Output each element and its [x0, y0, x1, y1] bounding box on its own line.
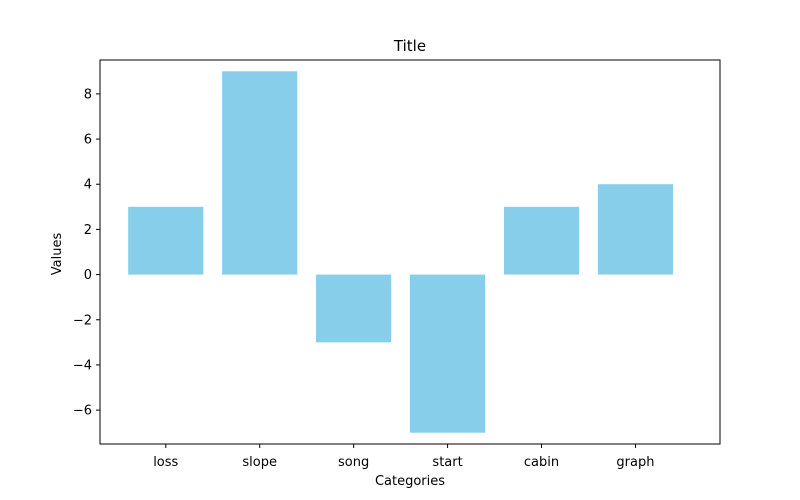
- x-tick-label: song: [338, 455, 369, 470]
- y-tick-label: 6: [84, 133, 92, 148]
- y-tick-label: −4: [73, 358, 92, 373]
- y-tick-label: 4: [84, 178, 92, 193]
- x-axis-ticks: loss slope song start cabin graph: [153, 444, 654, 470]
- plot-frame: [99, 59, 721, 445]
- x-tick-label: loss: [153, 455, 178, 470]
- bars-group: [128, 71, 674, 433]
- bar-graph: [597, 184, 674, 275]
- bar-cabin: [503, 206, 580, 275]
- y-axis-ticks: −6 −4 −2 0 2 4 6 8: [73, 87, 100, 419]
- y-tick-label: −6: [73, 404, 92, 419]
- y-tick-label: 8: [84, 87, 92, 102]
- x-tick-label: start: [432, 455, 462, 470]
- bar-start: [410, 274, 486, 433]
- x-tick-label: graph: [616, 455, 654, 470]
- y-tick-label: −2: [73, 313, 92, 328]
- x-tick-label: slope: [242, 455, 277, 470]
- chart-title: Title: [393, 37, 426, 55]
- y-axis-label: Values: [50, 233, 65, 276]
- bar-slope: [222, 71, 298, 275]
- x-axis-label: Categories: [375, 474, 445, 489]
- bar-loss: [128, 206, 204, 275]
- y-tick-label: 0: [84, 268, 92, 283]
- y-tick-label: 2: [84, 223, 92, 238]
- x-tick-label: cabin: [524, 455, 559, 470]
- bar-song: [316, 274, 392, 343]
